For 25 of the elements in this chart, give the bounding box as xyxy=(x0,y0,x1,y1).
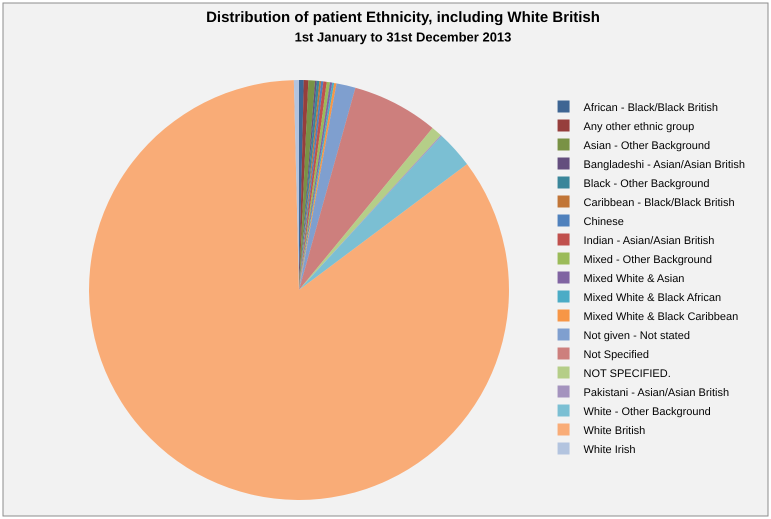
legend-label: Pakistani - Asian/Asian British xyxy=(584,386,730,399)
legend-label: Mixed White & Black African xyxy=(584,292,722,304)
legend-label: Mixed White & Black Caribbean xyxy=(584,310,738,323)
legend-label: White - Other Background xyxy=(584,406,711,418)
legend-label: Indian - Asian/Asian British xyxy=(584,234,714,247)
legend-label: White British xyxy=(584,424,646,437)
pie-slice xyxy=(299,136,468,290)
legend-label: Mixed White & Asian xyxy=(584,272,684,285)
legend-label: Asian - Other Background xyxy=(584,140,710,152)
legend-label: NOT SPECIFIED. xyxy=(584,368,671,380)
pie-slice xyxy=(299,88,433,290)
pie-slice xyxy=(89,80,509,500)
legend-label: Any other ethnic group xyxy=(584,120,694,133)
legend-label: Black - Other Background xyxy=(584,178,710,190)
chart-subtitle: 1st January to 31st December 2013 xyxy=(294,30,512,44)
legend-label: Chinese xyxy=(584,216,624,228)
legend-label: White Irish xyxy=(584,444,636,456)
pie-slice xyxy=(299,83,356,290)
legend-label: Not given - Not stated xyxy=(584,330,690,342)
chart-title: Distribution of patient Ethnicity, including White British xyxy=(206,9,600,26)
legend-label: Bangladeshi - Asian/Asian British xyxy=(584,158,745,171)
legend-label: African - Black/Black British xyxy=(584,102,718,114)
legend-label: Not Specified xyxy=(584,348,649,361)
legend-label: Caribbean - Black/Black British xyxy=(584,196,735,209)
legend-label: Mixed - Other Background xyxy=(584,254,712,266)
